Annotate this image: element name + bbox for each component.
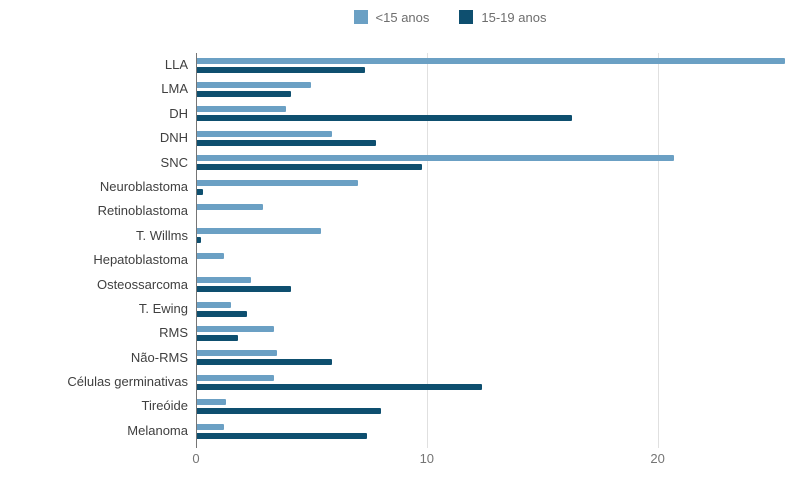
bar-15-19 [196, 408, 381, 415]
chart-row [196, 321, 810, 345]
bar-under15 [196, 155, 674, 162]
category-label: T. Ewing [138, 300, 188, 316]
legend-swatch-15-19-icon [459, 10, 474, 24]
bar-under15 [196, 252, 224, 259]
category-label: Hepatoblastoma [93, 252, 188, 268]
x-tick-label: 20 [650, 451, 665, 467]
bar-15-19 [196, 188, 203, 195]
bar-15-19 [196, 432, 367, 439]
category-label: LLA [164, 57, 188, 72]
legend-label-15-19: 15-19 anos [481, 9, 547, 25]
bar-15-19 [196, 334, 238, 341]
bar-under15 [196, 82, 312, 89]
chart-row [196, 77, 810, 101]
x-tick-label: 10 [419, 451, 435, 467]
gridline [657, 53, 659, 449]
chart-row [196, 199, 810, 223]
chart-row [196, 370, 810, 394]
chart-row [196, 224, 810, 248]
category-label: Melanoma [127, 422, 188, 438]
chart-row [196, 297, 810, 321]
bar-15-19 [196, 237, 201, 244]
bar-under15 [196, 179, 358, 186]
bar-15-19 [196, 91, 291, 98]
bar-under15 [196, 301, 231, 308]
zero-axis-line [196, 53, 197, 449]
bar-15-19 [196, 310, 247, 317]
bar-under15 [196, 399, 226, 406]
bar-under15 [196, 277, 252, 284]
category-label: Neuroblastoma [99, 178, 188, 194]
bar-15-19 [196, 383, 483, 390]
category-label: T. Willms [136, 227, 188, 243]
category-label: Células germinativas [67, 374, 188, 390]
plot-area [196, 53, 810, 449]
category-label: Não-RMS [130, 349, 188, 365]
category-label: Osteossarcoma [96, 276, 188, 292]
x-tick-label: 0 [192, 451, 200, 467]
bar-15-19 [196, 66, 365, 73]
chart-row [196, 394, 810, 418]
category-label: DNH [159, 130, 188, 146]
bar-under15 [196, 130, 333, 137]
bar-under15 [196, 57, 785, 64]
chart-row [196, 102, 810, 126]
bar-15-19 [196, 359, 333, 366]
bar-under15 [196, 204, 263, 211]
chart-row [196, 273, 810, 297]
chart-row [196, 126, 810, 150]
category-label: SNC [160, 154, 188, 170]
bar-15-19 [196, 139, 377, 146]
bar-15-19 [196, 164, 423, 171]
bar-under15 [196, 374, 275, 381]
x-axis: 0 10 20 [192, 443, 810, 469]
gridline [426, 53, 428, 449]
legend-item-15-19: 15-19 anos [459, 10, 546, 25]
category-label: Tireóide [141, 398, 188, 414]
bar-under15 [196, 350, 277, 357]
category-label: LMA [161, 81, 188, 97]
chart-row [196, 248, 810, 272]
bar-15-19 [196, 115, 573, 122]
bar-under15 [196, 228, 321, 235]
legend-swatch-under15-icon [353, 10, 368, 24]
chart-row [196, 53, 810, 77]
category-label: Retinoblastoma [97, 203, 188, 219]
category-label: DH [169, 105, 188, 121]
bar-under15 [196, 106, 287, 113]
legend: <15 anos 15-19 anos [0, 7, 810, 27]
bar-under15 [196, 423, 224, 430]
chart-row [196, 175, 810, 199]
bar-under15 [196, 325, 275, 332]
bar-chart: LLA LMA DH DNH SNC Neuroblastoma Retinoblastom… [0, 53, 810, 449]
chart-row [196, 419, 810, 443]
bar-15-19 [196, 286, 291, 293]
category-label: RMS [159, 325, 188, 341]
legend-label-under15: <15 anos [375, 9, 430, 25]
chart-row [196, 151, 810, 175]
category-axis: LLA LMA DH DNH SNC Neuroblastoma Retinoblastom… [0, 53, 196, 443]
legend-item-under15: <15 anos [353, 9, 430, 25]
chart-row [196, 346, 810, 370]
